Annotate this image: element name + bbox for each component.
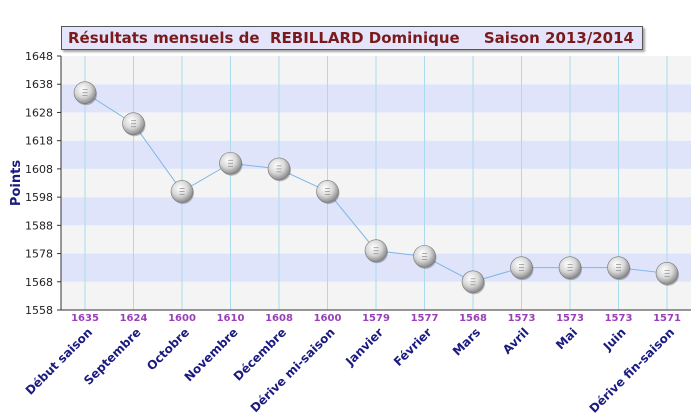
y-tick-label: 1628 xyxy=(25,106,53,119)
value-label: 1600 xyxy=(314,313,342,324)
value-label: 1573 xyxy=(556,313,584,324)
y-tick-labels: 1558 1568 1578 1588 1598 1608 1618 1628 1638 1648 xyxy=(25,50,61,317)
data-point xyxy=(655,262,679,286)
x-tick-label: Mars xyxy=(450,325,483,358)
value-label: 1573 xyxy=(605,313,633,324)
chart-title: Résultats mensuels de REBILLARD Dominiqu… xyxy=(68,29,460,47)
value-labels: 1635 1624 1600 1610 1608 1600 1579 1577 1568 1573… xyxy=(71,313,681,324)
data-point xyxy=(170,180,194,204)
y-tick-label: 1618 xyxy=(25,135,53,148)
x-tick-label: Dérive mi-saison xyxy=(248,325,338,415)
data-point xyxy=(510,256,534,281)
value-label: 1600 xyxy=(168,313,196,324)
x-tick-label: Octobre xyxy=(144,325,192,373)
y-tick-label: 1568 xyxy=(25,276,53,289)
value-label: 1571 xyxy=(653,313,681,324)
data-point xyxy=(219,151,243,176)
y-tick-label: 1638 xyxy=(25,78,53,91)
data-point xyxy=(122,112,146,137)
value-label: 1608 xyxy=(265,313,293,324)
value-label: 1577 xyxy=(411,313,439,324)
data-point xyxy=(73,81,97,106)
x-tick-label: Dérive fin-saison xyxy=(587,325,677,415)
data-point xyxy=(267,157,291,182)
x-tick-label: Début saison xyxy=(23,325,95,397)
x-tick-label: Mai xyxy=(553,325,580,352)
x-tick-label: Janvier xyxy=(342,325,386,369)
data-point xyxy=(607,256,631,281)
y-tick-label: 1558 xyxy=(25,304,53,317)
value-label: 1568 xyxy=(459,313,487,324)
y-tick-label: 1648 xyxy=(25,50,53,63)
data-point xyxy=(558,256,582,281)
x-tick-label: Juin xyxy=(600,325,629,354)
axes xyxy=(60,56,691,311)
data-point xyxy=(316,180,340,204)
value-label: 1624 xyxy=(120,313,148,324)
data-point xyxy=(461,270,485,295)
y-tick-label: 1608 xyxy=(25,163,53,176)
value-label: 1579 xyxy=(362,313,390,324)
value-label: 1573 xyxy=(508,313,536,324)
data-point xyxy=(413,245,437,269)
value-label: 1635 xyxy=(71,313,99,324)
y-tick-label: 1598 xyxy=(25,191,53,204)
data-point xyxy=(364,239,388,264)
value-label: 1610 xyxy=(217,313,245,324)
x-tick-label: Avril xyxy=(500,325,532,357)
y-tick-label: 1588 xyxy=(25,219,53,232)
y-axis-label: Points xyxy=(9,160,24,206)
x-tick-label: Février xyxy=(391,325,435,369)
y-tick-label: 1578 xyxy=(25,248,53,261)
data-markers xyxy=(73,81,679,295)
chart-season: Saison 2013/2014 xyxy=(483,29,634,47)
chart-title-box: Résultats mensuels de REBILLARD Dominiqu… xyxy=(61,26,643,50)
